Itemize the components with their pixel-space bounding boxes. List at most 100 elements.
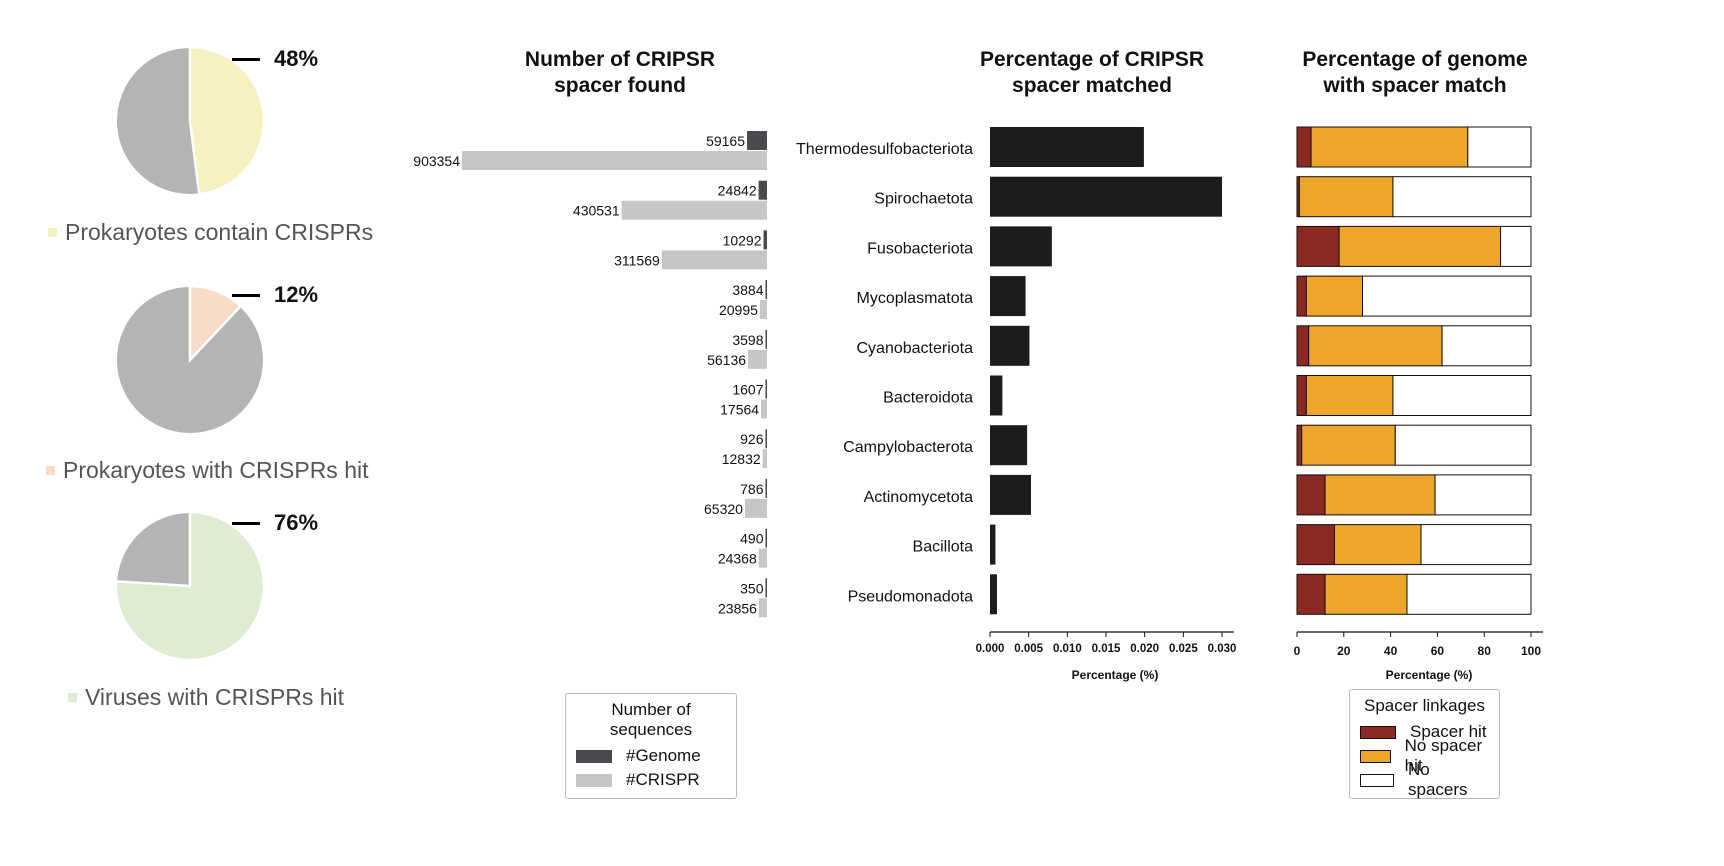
genome-value-label: 786 bbox=[740, 481, 764, 497]
x-tick-label: 40 bbox=[1384, 644, 1398, 658]
x-tick-label: 0.030 bbox=[1208, 643, 1237, 655]
no-spacer-hit-segment bbox=[1310, 126, 1469, 168]
no-spacers-segment bbox=[1392, 176, 1532, 218]
category-label: Cyanobacteriota bbox=[856, 340, 973, 357]
crispr-bar bbox=[661, 250, 767, 270]
pie-3-percent: 76% bbox=[232, 510, 318, 536]
x-axis-label: Percentage (%) bbox=[1072, 668, 1159, 682]
x-tick-label: 0 bbox=[1294, 644, 1301, 658]
percentage-bar bbox=[990, 226, 1052, 267]
x-tick-label: 60 bbox=[1431, 644, 1445, 658]
no-spacers-segment bbox=[1420, 524, 1532, 566]
x-tick-label: 0.020 bbox=[1130, 643, 1159, 655]
genome-bar bbox=[765, 329, 767, 349]
pie-1-label: Prokaryotes contain CRISPRs bbox=[48, 219, 373, 246]
x-tick-label: 0.015 bbox=[1092, 643, 1121, 655]
crispr-bar bbox=[621, 200, 767, 220]
spacer-hit-segment bbox=[1296, 573, 1326, 615]
x-tick-label: 0.025 bbox=[1169, 643, 1198, 655]
no-spacers-segment bbox=[1434, 474, 1532, 516]
no-spacers-segment bbox=[1441, 325, 1532, 367]
no-spacers-segment bbox=[1392, 375, 1532, 416]
percentage-bar bbox=[990, 127, 1144, 167]
no-spacer-hit-segment bbox=[1333, 524, 1422, 566]
genome-value-label: 10292 bbox=[723, 232, 762, 248]
spacer-linkage-legend: Spacer linkages Spacer hit No spacer hit… bbox=[1349, 689, 1500, 799]
x-tick-label: 100 bbox=[1521, 644, 1541, 658]
category-label: Campylobacterota bbox=[843, 439, 973, 456]
genome-bar bbox=[765, 478, 767, 498]
crispr-value-label: 23856 bbox=[718, 600, 757, 616]
genome-crispr-legend: Number of sequences #Genome #CRISPR bbox=[565, 693, 737, 799]
spacer-hit-segment bbox=[1296, 524, 1335, 566]
panel2-title: Percentage of CRIPSR spacer matched bbox=[979, 48, 1205, 97]
pie-3-highlight-slice bbox=[114, 510, 266, 662]
spacer-hit-segment bbox=[1296, 375, 1307, 416]
x-tick-label: 20 bbox=[1337, 644, 1351, 658]
genome-bar bbox=[758, 180, 767, 200]
x-tick-label: 0.010 bbox=[1053, 643, 1082, 655]
legend1-item-crispr: #CRISPR bbox=[576, 768, 726, 792]
category-label: Actinomycetota bbox=[864, 489, 973, 506]
pie-2-percent: 12% bbox=[232, 282, 318, 308]
crispr-bar bbox=[748, 349, 767, 369]
spacer-hit-segment bbox=[1296, 275, 1307, 317]
crispr-value-label: 903354 bbox=[413, 153, 460, 169]
crispr-value-label: 20995 bbox=[719, 302, 758, 318]
genome-value-label: 926 bbox=[740, 431, 764, 447]
genome-value-label: 3598 bbox=[732, 332, 763, 348]
pie-charts bbox=[114, 45, 266, 662]
legend1-item-genome: #Genome bbox=[576, 744, 726, 768]
spacer-hit-segment bbox=[1296, 424, 1303, 466]
legend1-title: Number of sequences bbox=[609, 700, 693, 739]
category-label: Bacillota bbox=[913, 539, 974, 556]
no-spacer-hit-segment bbox=[1324, 474, 1436, 516]
percentage-bar bbox=[990, 176, 1222, 217]
crispr-value-label: 17564 bbox=[720, 402, 759, 418]
x-tick-label: 0.000 bbox=[976, 643, 1005, 655]
pie-1-percent: 48% bbox=[232, 46, 318, 72]
genome-bar bbox=[747, 131, 767, 150]
crispr-bar bbox=[758, 548, 767, 568]
x-tick-label: 80 bbox=[1478, 644, 1492, 658]
no-spacer-hit-segment bbox=[1338, 225, 1502, 267]
crispr-bar bbox=[758, 598, 767, 618]
genome-bar bbox=[763, 230, 767, 250]
legend3-item-spacer-hit: Spacer hit bbox=[1360, 720, 1489, 744]
percentage-bar bbox=[990, 524, 996, 565]
crispr-value-label: 12832 bbox=[722, 451, 761, 467]
genome-value-label: 24842 bbox=[718, 183, 757, 199]
legend3-item-no-spacer-hit: No spacer hit bbox=[1360, 736, 1489, 775]
no-spacer-hit-segment bbox=[1298, 176, 1394, 218]
crispr-value-label: 65320 bbox=[704, 501, 743, 517]
percentage-bar bbox=[990, 474, 1031, 515]
no-spacers-segment bbox=[1406, 573, 1532, 615]
genome-bar bbox=[765, 280, 767, 300]
crispr-bar bbox=[759, 300, 767, 320]
panel3-title: Percentage of genome with spacer match bbox=[1302, 48, 1528, 97]
no-spacers-segment bbox=[1467, 126, 1532, 168]
crispr-value-label: 430531 bbox=[573, 203, 620, 219]
no-spacers-segment bbox=[1362, 275, 1532, 317]
crispr-bar bbox=[744, 498, 767, 518]
pie-3-label: Viruses with CRISPRs hit bbox=[68, 684, 344, 711]
spacer-hit-segment bbox=[1296, 225, 1340, 267]
genome-value-label: 1607 bbox=[732, 382, 763, 398]
spacer-hit-segment bbox=[1296, 126, 1312, 168]
crispr-value-label: 56136 bbox=[707, 352, 746, 368]
pie-2-label: Prokaryotes with CRISPRs hit bbox=[46, 457, 368, 484]
crispr-bar bbox=[462, 151, 767, 170]
category-label: Mycoplasmatota bbox=[857, 290, 974, 307]
percentage-bar bbox=[990, 325, 1030, 366]
legend3-title: Spacer linkages bbox=[1364, 696, 1485, 715]
pie-1-highlight-slice bbox=[188, 45, 266, 196]
genome-bar bbox=[765, 578, 767, 598]
crispr-bar bbox=[762, 449, 767, 469]
genome-value-label: 59165 bbox=[706, 133, 745, 149]
category-label: Spirochaetota bbox=[874, 191, 973, 208]
crispr-bar bbox=[761, 399, 767, 419]
genome-value-label: 3884 bbox=[732, 282, 763, 298]
no-spacers-segment bbox=[1394, 424, 1532, 466]
genome-value-label: 490 bbox=[740, 531, 764, 547]
